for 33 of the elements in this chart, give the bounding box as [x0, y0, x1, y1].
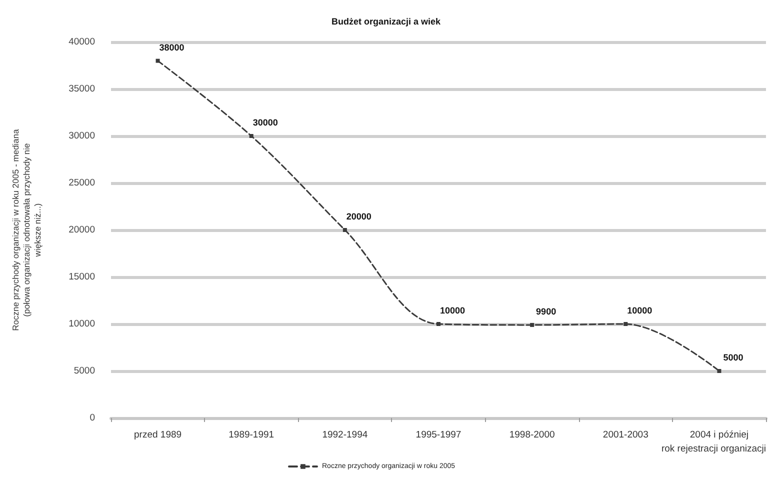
y-tick-label: 15000: [68, 272, 95, 282]
x-tick-label: 1992-1994: [322, 430, 368, 440]
x-tick-label: 1995-1997: [416, 430, 462, 440]
point: [156, 58, 160, 63]
y-tick-label: 25000: [68, 178, 95, 188]
point: [436, 322, 440, 326]
chart-title: Budżet organizacji a wiek: [331, 16, 442, 26]
y-tick-label: 20000: [68, 224, 95, 236]
point: [249, 134, 254, 138]
y-tick-label: 10000: [68, 318, 95, 330]
point: [342, 228, 347, 232]
data-label: 5000: [723, 352, 744, 362]
x-tick-label: 1998-2000: [509, 430, 555, 440]
y-tick-label: 40000: [68, 36, 95, 48]
data-label: 10000: [440, 306, 466, 316]
y-tick-label: 5000: [74, 366, 95, 376]
x-tick-label: 2004 i później: [690, 430, 749, 440]
y-tick-label: 30000: [68, 130, 95, 142]
x-tick-label: 2001-2003: [602, 430, 648, 440]
data-label: 38000: [159, 42, 184, 52]
data-label: 10000: [627, 306, 652, 316]
x-tick-label: przed 1989: [134, 430, 182, 440]
data-label: 30000: [252, 118, 278, 128]
y-tick-label: 35000: [68, 84, 95, 94]
x-tick-label: 1989-1991: [228, 430, 274, 440]
data-label: 9900: [536, 306, 556, 316]
point: [530, 322, 534, 327]
data-label: 20000: [346, 212, 372, 222]
point: [624, 322, 628, 326]
x-axis-title: rok rejestracji organizacji: [661, 444, 766, 454]
point: [717, 369, 722, 373]
y-tick-label: 0: [90, 412, 95, 424]
y-axis-title: Roczne przychody organizacji w roku 2005 - mediana (połowa organizacji odnotowała przychody nie większe niż...): [10, 128, 42, 331]
